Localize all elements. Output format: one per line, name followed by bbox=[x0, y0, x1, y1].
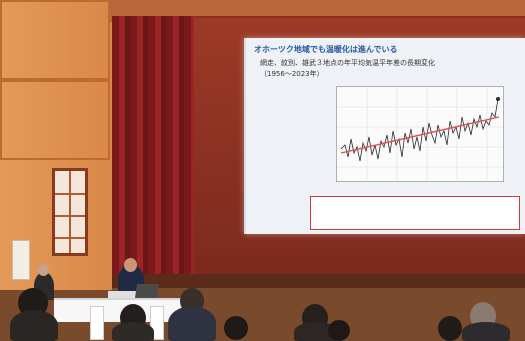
laptop bbox=[135, 284, 159, 298]
slide-subtitle-line1: 網走、紋別、雄武３地点の年平均気温平年差の長期変化 bbox=[260, 59, 435, 67]
audience-member bbox=[112, 322, 154, 341]
speaker-head bbox=[124, 258, 137, 272]
slide-title: オホーツク地域でも温暖化は進んでいる bbox=[254, 45, 398, 54]
slide-subtitle-line2: （1956～2023年） bbox=[260, 70, 324, 78]
audience-member bbox=[168, 306, 216, 341]
audience-head bbox=[328, 320, 350, 341]
projection-screen: オホーツク地域でも温暖化は進んでいる 網走、紋別、雄武３地点の年平均気温平年差の… bbox=[244, 38, 525, 234]
stage-curtain bbox=[112, 16, 194, 278]
lectern bbox=[108, 291, 136, 299]
audience-head bbox=[224, 316, 248, 340]
temperature-chart-svg bbox=[337, 87, 503, 181]
wall-panel bbox=[0, 0, 110, 80]
temperature-chart bbox=[336, 86, 504, 182]
wall-window bbox=[52, 168, 88, 256]
name-placard bbox=[90, 306, 104, 340]
panelist-head bbox=[38, 264, 49, 276]
trend-line bbox=[340, 116, 500, 154]
audience-member bbox=[10, 310, 58, 341]
temperature-series-line bbox=[340, 98, 499, 162]
left-wall bbox=[0, 0, 112, 290]
stage-edge bbox=[112, 274, 525, 288]
slide-bullet-box bbox=[310, 196, 520, 230]
audience-head bbox=[438, 316, 462, 341]
panel-table bbox=[54, 298, 184, 322]
audience-member bbox=[294, 322, 338, 341]
slide-subtitle: 網走、紋別、雄武３地点の年平均気温平年差の長期変化 （1956～2023年） bbox=[260, 58, 435, 80]
audience-member bbox=[462, 322, 510, 341]
wall-notice bbox=[12, 240, 30, 280]
chart-marker bbox=[496, 97, 500, 101]
chart-grid bbox=[337, 87, 503, 181]
wall-panel bbox=[0, 80, 110, 160]
